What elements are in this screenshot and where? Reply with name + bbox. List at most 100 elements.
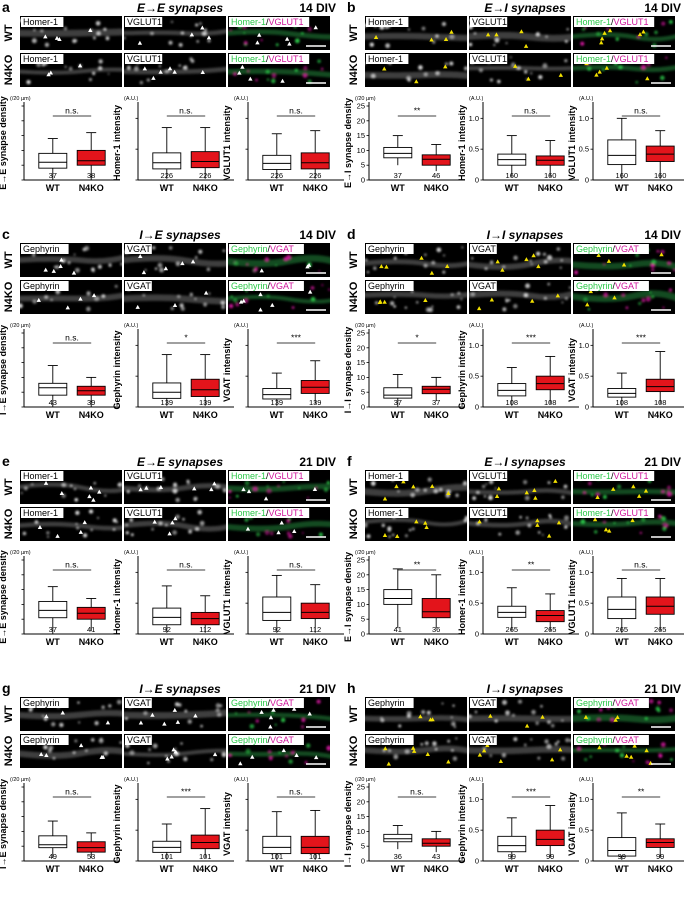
n-label: 226 (161, 171, 174, 180)
y-unit-label: (/20 µm) (355, 323, 376, 329)
merge-label-green: Gephyrin (576, 698, 613, 708)
y-axis-label: I→E synapse density (0, 779, 8, 869)
row-label-wt: WT (348, 251, 360, 268)
x-label-wt: WT (270, 183, 284, 193)
n-label: 160 (506, 171, 519, 180)
arrowhead-icon (583, 714, 589, 719)
y-unit-label: (/20 µm) (10, 550, 31, 556)
puncta (195, 23, 199, 27)
puncta (420, 743, 424, 746)
puncta (424, 253, 427, 257)
arrowhead-icon (284, 36, 290, 41)
arrowhead-icon (292, 529, 297, 534)
channel-label-box (21, 735, 69, 745)
puncta (158, 65, 161, 68)
puncta (125, 531, 129, 535)
micrograph-merge: Homer-1/VGLUT1 (573, 16, 675, 50)
arrowhead-icon (138, 720, 144, 725)
puncta (196, 40, 200, 43)
puncta (489, 260, 494, 264)
arrowhead-icon (144, 485, 149, 490)
puncta (481, 484, 486, 489)
boxplot: (/20 µm)E→E synapse density 37 41 WT N4KO n.s… (0, 550, 120, 647)
arrowhead-icon (644, 748, 649, 753)
boxplot: (A.U.)Homer-1 intensity 92 112 WT N4KO n.s. (112, 550, 234, 647)
puncta (175, 514, 180, 520)
puncta (599, 708, 603, 712)
puncta (321, 283, 324, 287)
micrograph-ch1: Gephyrin (365, 243, 467, 277)
puncta (61, 482, 66, 488)
puncta (283, 256, 288, 261)
micrograph-content (228, 58, 330, 84)
merge-label-magenta: VGLUT1 (614, 17, 649, 27)
wt-box (38, 600, 68, 619)
n-label: 43 (432, 852, 440, 861)
channel-label: Gephyrin (23, 735, 60, 745)
merge-label-box (229, 698, 304, 708)
x-label-wt: WT (505, 637, 519, 647)
boxplot: (A.U.)Homer-1 intensity 226 226 WT N4KO n.s. (112, 96, 234, 193)
dendrite (228, 254, 330, 267)
puncta (535, 251, 541, 256)
puncta (433, 489, 439, 494)
merge-label-sep: / (611, 508, 614, 518)
arrowhead-icon (384, 264, 389, 269)
y-tick-label: 25 (357, 329, 365, 338)
channel-label: Homer-1 (368, 54, 403, 64)
y-axis-label: VGAT intensity (222, 792, 232, 856)
micrograph-ch2: VGLUT1 (469, 470, 571, 504)
puncta (255, 719, 260, 723)
ko-box (645, 838, 675, 848)
arrowhead-icon (55, 533, 60, 538)
y-tick-label: 25 (357, 556, 365, 565)
arrowhead-icon (643, 488, 649, 493)
arrowhead-icon (172, 69, 177, 74)
micrograph-merge: Gephyrin/VGAT (573, 243, 675, 277)
x-label-wt: WT (505, 183, 519, 193)
puncta (370, 481, 376, 486)
channel-label-box (470, 508, 508, 518)
channel-label: VGLUT1 (127, 17, 162, 27)
puncta (115, 521, 119, 524)
n-label: 99 (618, 852, 626, 861)
channel-label: VGLUT1 (472, 471, 507, 481)
ko-box (190, 378, 220, 397)
arrowhead-icon (268, 715, 274, 720)
arrowhead-icon (189, 32, 195, 37)
puncta (172, 530, 177, 535)
arrowhead-icon (36, 297, 41, 302)
arrowhead-icon (556, 520, 562, 525)
puncta (398, 724, 402, 728)
y-tick-label: 0 (361, 630, 365, 639)
y-axis-label: Gephyrin intensity (112, 330, 122, 409)
micrograph-ch1: Gephyrin (365, 734, 467, 768)
arrowhead-icon (386, 761, 391, 766)
arrowhead-icon (313, 25, 318, 30)
dendrite (228, 294, 330, 304)
puncta (129, 750, 135, 755)
boxplot: (A.U.)VGLUT1 intensity 92 112 WT N4KO n.s. (222, 550, 344, 647)
micrograph-merge: Homer-1/VGLUT1 (228, 470, 330, 504)
row-label-wt: WT (3, 251, 15, 268)
x-label-wt: WT (505, 864, 519, 874)
arrowhead-icon (535, 518, 540, 523)
arrowhead-icon (631, 484, 636, 489)
merge-label-green: Gephyrin (231, 698, 268, 708)
puncta (584, 757, 588, 761)
dendrite (365, 32, 467, 42)
puncta (168, 40, 173, 45)
puncta (431, 260, 436, 265)
arrowhead-icon (524, 257, 529, 262)
arrowhead-icon (48, 70, 53, 75)
puncta (64, 65, 67, 68)
y-tick-label: 10 (357, 600, 365, 609)
merge-label-box (574, 281, 649, 291)
puncta (266, 78, 270, 81)
puncta (179, 303, 184, 308)
n-label: 101 (161, 852, 174, 861)
panel-letter: g (2, 680, 11, 696)
puncta (105, 36, 110, 41)
arrowhead-icon (245, 526, 251, 531)
